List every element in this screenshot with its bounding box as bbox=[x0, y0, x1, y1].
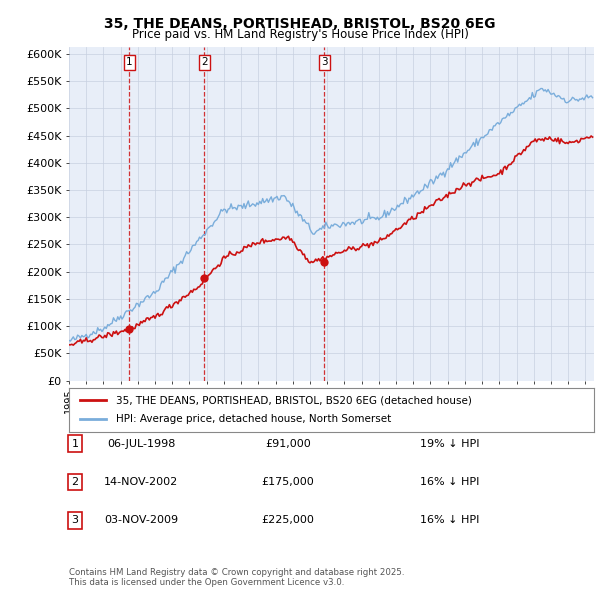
Text: 1: 1 bbox=[126, 57, 133, 67]
Text: 35, THE DEANS, PORTISHEAD, BRISTOL, BS20 6EG (detached house): 35, THE DEANS, PORTISHEAD, BRISTOL, BS20… bbox=[116, 395, 472, 405]
Text: £225,000: £225,000 bbox=[262, 516, 314, 525]
Text: £175,000: £175,000 bbox=[262, 477, 314, 487]
Text: 3: 3 bbox=[321, 57, 328, 67]
Text: Contains HM Land Registry data © Crown copyright and database right 2025.
This d: Contains HM Land Registry data © Crown c… bbox=[69, 568, 404, 587]
Text: 2: 2 bbox=[71, 477, 79, 487]
Text: 16% ↓ HPI: 16% ↓ HPI bbox=[420, 516, 479, 525]
Text: 1: 1 bbox=[71, 439, 79, 448]
Text: 3: 3 bbox=[71, 516, 79, 525]
Text: 35, THE DEANS, PORTISHEAD, BRISTOL, BS20 6EG: 35, THE DEANS, PORTISHEAD, BRISTOL, BS20… bbox=[104, 17, 496, 31]
Text: 14-NOV-2002: 14-NOV-2002 bbox=[104, 477, 178, 487]
Text: 03-NOV-2009: 03-NOV-2009 bbox=[104, 516, 178, 525]
Text: 06-JUL-1998: 06-JUL-1998 bbox=[107, 439, 175, 448]
Text: 2: 2 bbox=[201, 57, 208, 67]
Text: 16% ↓ HPI: 16% ↓ HPI bbox=[420, 477, 479, 487]
Text: £91,000: £91,000 bbox=[265, 439, 311, 448]
Text: 19% ↓ HPI: 19% ↓ HPI bbox=[420, 439, 479, 448]
Text: HPI: Average price, detached house, North Somerset: HPI: Average price, detached house, Nort… bbox=[116, 415, 392, 424]
Text: Price paid vs. HM Land Registry's House Price Index (HPI): Price paid vs. HM Land Registry's House … bbox=[131, 28, 469, 41]
